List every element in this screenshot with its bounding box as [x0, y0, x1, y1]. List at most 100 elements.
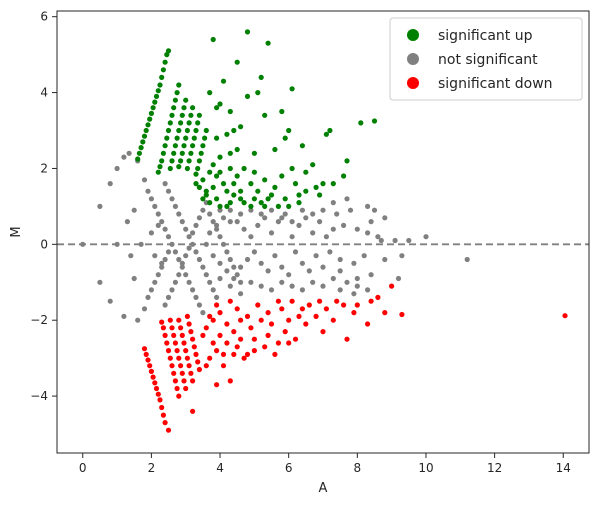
data-point: [165, 294, 172, 300]
data-point: [200, 264, 206, 270]
data-point: [289, 298, 295, 304]
data-point: [196, 158, 202, 164]
data-point: [174, 90, 180, 96]
data-point: [200, 196, 206, 202]
data-point: [292, 336, 299, 342]
data-point: [265, 196, 271, 202]
data-point: [188, 150, 194, 156]
data-point: [220, 78, 227, 84]
data-point: [138, 145, 144, 151]
data-point: [317, 219, 323, 225]
data-point: [153, 93, 160, 99]
legend-label: significant up: [438, 28, 533, 44]
data-point: [220, 363, 227, 369]
data-point: [234, 219, 240, 225]
legend-box: [389, 17, 583, 101]
data-point: [238, 211, 244, 217]
data-point: [162, 302, 168, 308]
data-point: [172, 340, 178, 346]
data-point: [258, 317, 264, 323]
data-point: [327, 249, 333, 255]
data-point: [275, 298, 281, 304]
data-point: [159, 319, 165, 325]
x-axis-label: A: [319, 481, 328, 496]
data-point: [172, 203, 178, 209]
data-point: [155, 88, 161, 94]
data-point: [330, 275, 336, 282]
data-point: [258, 211, 264, 217]
data-point: [176, 127, 182, 134]
data-point: [176, 317, 182, 323]
data-point: [382, 215, 388, 221]
data-point: [310, 162, 316, 168]
data-point: [157, 164, 163, 170]
data-point: [179, 219, 185, 225]
data-point: [152, 253, 158, 259]
data-point: [354, 302, 360, 308]
data-point: [162, 143, 168, 149]
data-point: [275, 219, 281, 225]
data-point: [262, 215, 268, 221]
data-point: [210, 219, 216, 225]
data-point: [351, 291, 357, 297]
data-point: [217, 169, 223, 175]
data-point: [196, 112, 202, 118]
data-point: [224, 188, 230, 194]
points-layer: [80, 29, 568, 433]
data-point: [162, 420, 168, 426]
data-point: [131, 207, 137, 213]
data-point: [169, 112, 175, 118]
data-point: [184, 355, 190, 361]
data-point: [282, 211, 288, 217]
data-point: [188, 329, 194, 335]
data-point: [224, 340, 230, 346]
data-point: [310, 230, 316, 236]
data-point: [162, 226, 168, 232]
data-point: [289, 234, 295, 240]
plot-frame: [56, 10, 590, 454]
data-point: [214, 196, 220, 202]
data-point: [227, 150, 233, 156]
data-point: [190, 287, 196, 293]
data-point: [214, 382, 220, 388]
data-point: [268, 207, 275, 213]
data-point: [389, 283, 395, 289]
data-point: [341, 302, 347, 308]
data-point: [157, 82, 163, 88]
data-point: [231, 181, 237, 187]
data-point: [268, 192, 275, 198]
data-point: [195, 120, 201, 126]
data-point: [275, 340, 281, 346]
data-point: [155, 169, 161, 175]
data-point: [334, 298, 340, 304]
data-point: [196, 302, 202, 308]
data-point: [371, 207, 378, 213]
data-point: [365, 287, 371, 293]
data-point: [358, 120, 364, 126]
data-point: [200, 177, 206, 183]
data-point: [282, 196, 288, 202]
data-point: [203, 272, 209, 278]
data-point: [164, 52, 170, 58]
data-point: [262, 203, 268, 209]
data-point: [562, 313, 568, 319]
data-point: [210, 253, 216, 259]
data-point: [351, 260, 357, 266]
data-point: [238, 279, 244, 285]
data-point: [262, 344, 268, 350]
data-point: [171, 105, 177, 111]
data-point: [165, 234, 172, 240]
data-point: [160, 412, 166, 418]
data-point: [289, 165, 295, 172]
data-point: [227, 283, 233, 289]
data-point: [186, 234, 192, 240]
data-point: [193, 222, 199, 228]
data-point: [190, 105, 196, 111]
data-point: [354, 283, 360, 289]
data-point: [207, 279, 213, 285]
data-point: [231, 351, 237, 357]
data-point: [227, 207, 233, 213]
data-point: [172, 279, 178, 285]
data-point: [200, 332, 206, 338]
data-point: [251, 150, 257, 156]
